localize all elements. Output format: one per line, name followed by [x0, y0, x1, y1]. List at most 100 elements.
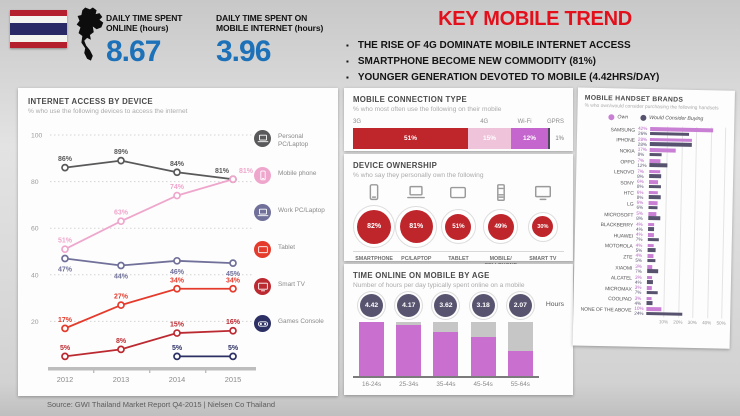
brand-label: LENOVO [613, 169, 635, 176]
x-tick-label: 2015 [225, 375, 241, 384]
bubble-zone: 49% [480, 203, 522, 250]
point-label: 81% [239, 168, 254, 175]
ownership-label: PC/LAPTOP [401, 256, 432, 262]
brand-label: MOTOROLA [604, 243, 633, 251]
bubble-ring: 82% [353, 205, 396, 248]
legend-item: Personal PC/Laptop [254, 130, 334, 167]
tv-icon [534, 185, 551, 201]
brand-label: IPHONE [616, 137, 635, 145]
thailand-flag [10, 10, 67, 48]
legend-label: Mobile phone [278, 170, 317, 177]
device-icon-zone [522, 182, 564, 203]
chart-subtitle: % who own/would consider purchasing the … [584, 103, 719, 112]
bar-col [353, 322, 390, 376]
data-point [61, 352, 69, 361]
device-icon-zone [395, 182, 437, 203]
legend-label: Tablet [278, 244, 296, 251]
brand-label: HTC [623, 190, 634, 198]
brand-label: HUAWEI [613, 233, 633, 240]
divider-line [395, 251, 438, 252]
stat-label: DAILY TIME SPENT ON MOBILE INTERNET (hou… [216, 13, 324, 34]
bar-col [390, 322, 427, 376]
point-label: 63% [114, 210, 129, 217]
x-tick-label: 20% [673, 319, 683, 325]
age-bar [359, 322, 385, 376]
brand-values: 28% 28% [638, 137, 650, 147]
svg-text:20: 20 [31, 319, 39, 326]
device-icon-zone [437, 182, 479, 203]
key-trend-bullet: ▪ YOUNGER GENERATION DEVOTED TO MOBILE (4… [346, 70, 734, 86]
segment-3g: 51% [353, 128, 468, 149]
point-label: 5% [172, 345, 183, 352]
svg-text:80: 80 [31, 179, 39, 186]
point-label: 8% [116, 338, 127, 345]
age-categories-row: 16-24s 25-34s 35-44s 45-54s 55-64s [353, 381, 539, 388]
brand-values: 5% 8% [636, 211, 648, 221]
consider-value: 24% [634, 311, 644, 317]
chart-subtitle: % who use the following devices to acces… [28, 108, 188, 115]
hours-badge: 4.42 [360, 294, 384, 317]
key-mobile-trend: KEY MOBILE TREND ▪ THE RISE OF 4G DOMINAT… [336, 8, 734, 86]
brand-label: OPPO [620, 158, 635, 166]
age-category-label: 35-44s [436, 381, 456, 388]
brand-label: BLACKBERRY [600, 222, 634, 229]
age-bar-fill [507, 350, 533, 376]
panel-device-ownership: DEVICE OWNERSHIP % who say they personal… [344, 154, 573, 279]
age-bar [470, 322, 496, 376]
legend-color-dot [640, 114, 647, 121]
stat-value: 3.96 [216, 35, 271, 69]
own-bar [647, 233, 654, 237]
segment-label: 4G [480, 119, 489, 125]
segment-label: 3G [353, 119, 362, 125]
age-bar [507, 322, 533, 376]
point-label: 89% [114, 149, 129, 156]
brand-label: MICROMAX [605, 285, 632, 293]
own-bar [646, 296, 652, 301]
x-tick-label: 30% [687, 319, 697, 325]
ownership-item: 51% TABLET [437, 182, 480, 280]
chart-title: INTERNET ACCESS BY DEVICE [28, 97, 153, 106]
brand-values: 3% 4% [635, 274, 647, 284]
brand-label: ALCATEL [610, 275, 633, 282]
series-games-console: 5% 5% [172, 345, 239, 361]
data-point [229, 326, 237, 335]
brand-values: 7% 12% [637, 158, 649, 168]
own-bar [649, 169, 660, 174]
legend-color-dot [608, 114, 615, 121]
brand-label: NONE OF THE ABOVE [580, 306, 632, 314]
gamepad-icon [257, 320, 268, 327]
bullet-square-icon: ▪ [346, 73, 349, 82]
data-point [229, 284, 237, 293]
ownership-bubble: 81% [399, 210, 433, 243]
handset-rows: SAMSUNG 42% 26% IPHONE 28% 28% NOKIA 17% 8% OPPO 7… [580, 125, 727, 319]
legend-item: Smart TV [254, 278, 334, 315]
legend-color-dot [254, 241, 271, 258]
own-bar [647, 254, 654, 259]
chart-title: MOBILE CONNECTION TYPE [353, 95, 468, 104]
ownership-bubble: 51% [445, 213, 472, 240]
x-tick-label: 2013 [113, 375, 129, 384]
segment-label: Wi-Fi [517, 119, 532, 125]
legend-label: Work PC/Laptop [278, 207, 325, 214]
point-label: 44% [114, 273, 129, 280]
age-bar-fill [433, 331, 459, 376]
own-bar [646, 307, 662, 312]
point-label: 34% [170, 277, 185, 284]
data-point [173, 256, 181, 265]
chart-subtitle: % who say they personally own the follow… [353, 172, 484, 179]
series-work-pc-laptop: 47% 44% 46% 45% [58, 254, 241, 280]
bubble-zone: 81% [395, 203, 438, 250]
data-point [117, 301, 125, 309]
own-bar [648, 190, 658, 195]
ownership-bubble: 49% [487, 213, 514, 240]
x-tick-label: 2012 [57, 375, 73, 384]
data-point [61, 324, 69, 333]
handset-legend-item: Own [608, 114, 628, 121]
age-category-label: 45-54s [473, 381, 493, 388]
own-bar [648, 211, 656, 216]
ownership-item: 82% SMARTPHONE [353, 182, 396, 280]
divider-line [521, 251, 564, 252]
badge-col: 4.42 [353, 294, 390, 317]
segment-gprs [548, 128, 550, 149]
